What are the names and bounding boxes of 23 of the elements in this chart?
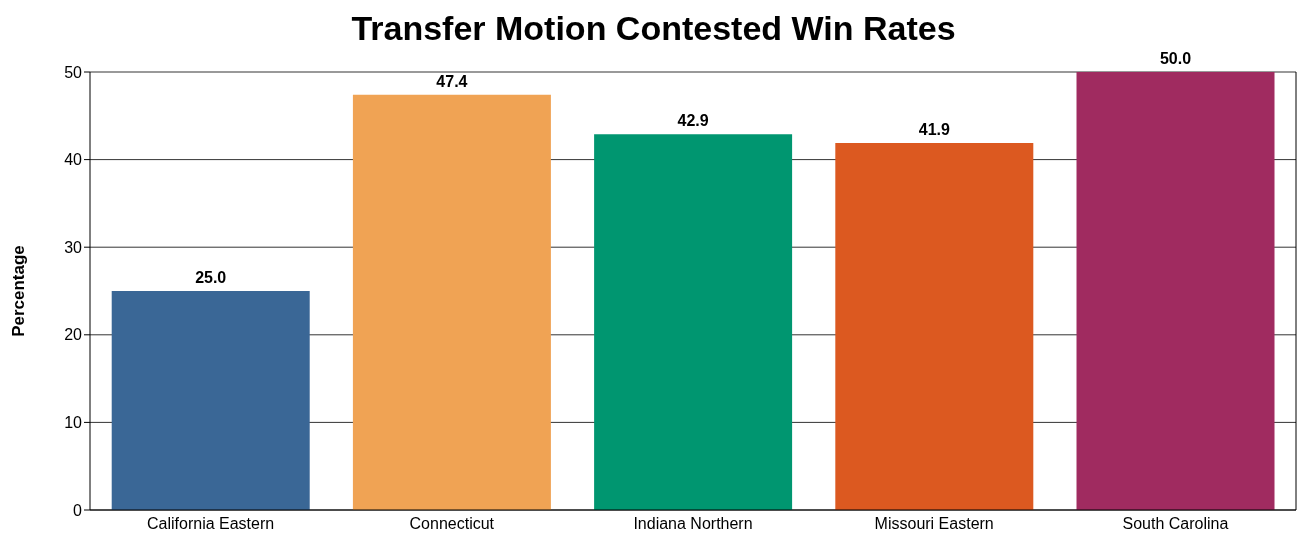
data-label: 50.0 xyxy=(1159,50,1192,67)
y-tick-label: 50 xyxy=(64,63,83,81)
x-tick-label: South Carolina xyxy=(1122,515,1229,533)
y-tick-label: 0 xyxy=(73,501,83,519)
chart-title: Transfer Motion Contested Win Rates xyxy=(350,8,957,48)
x-tick-label: Connecticut xyxy=(409,515,495,533)
x-tick-label: Indiana Northern xyxy=(633,515,753,533)
data-label: 25.0 xyxy=(195,269,227,286)
data-label: 41.9 xyxy=(918,120,950,138)
data-label: 42.9 xyxy=(677,112,709,130)
data-label: 47.4 xyxy=(436,72,468,90)
bar xyxy=(594,134,793,510)
y-tick-label: 30 xyxy=(64,238,83,256)
bar xyxy=(111,291,310,510)
y-tick-label: 40 xyxy=(64,151,83,169)
bar xyxy=(1076,72,1275,510)
bar xyxy=(352,94,551,510)
y-axis-title: Percentage xyxy=(9,245,29,337)
bar xyxy=(835,142,1034,510)
x-tick-label: California Eastern xyxy=(147,515,275,533)
y-tick-label: 20 xyxy=(64,326,83,344)
y-tick-label: 10 xyxy=(64,414,83,432)
x-tick-label: Missouri Eastern xyxy=(874,515,994,533)
